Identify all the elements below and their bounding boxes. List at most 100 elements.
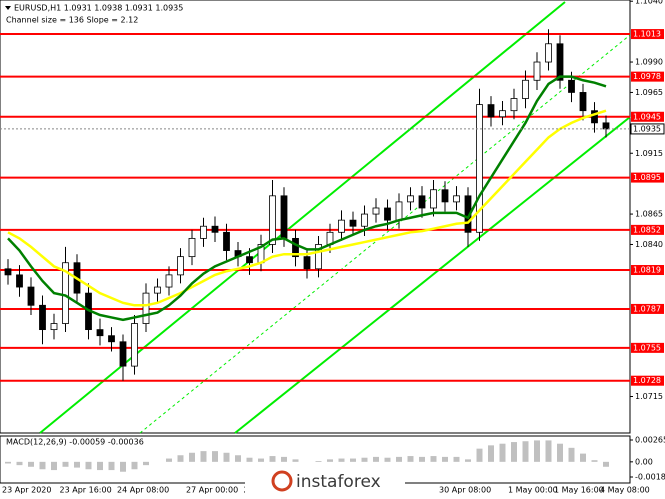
macd-bar	[51, 461, 57, 471]
macd-tick-label: -0.00184	[635, 473, 665, 482]
level-label-box	[631, 303, 664, 314]
level-label-box	[631, 342, 664, 353]
macd-bar	[580, 453, 586, 462]
candle-body	[361, 213, 368, 227]
logo: instaforex	[296, 472, 381, 492]
macd-bar	[407, 456, 414, 462]
x-tick-label: 30 Apr 08:00	[439, 486, 491, 495]
candle-body	[177, 256, 184, 276]
macd-bar	[430, 456, 437, 462]
macd-tick-label: 0.00	[635, 457, 653, 466]
macd-bar	[292, 459, 299, 462]
candle-body	[372, 207, 380, 215]
macd-bar	[338, 458, 345, 462]
chart-subtitle: Channel size = 136 Slope = 2.12	[6, 16, 138, 25]
macd-bar	[522, 441, 529, 462]
macd-bar	[361, 457, 368, 462]
macd-bar	[465, 459, 471, 462]
candle-body	[303, 256, 311, 270]
candle-body	[292, 237, 299, 258]
candle-body	[165, 274, 173, 288]
candle-body	[39, 304, 46, 331]
macd-bar	[166, 458, 172, 462]
level-label: 1.1013	[633, 30, 661, 39]
macd-bar	[281, 456, 287, 462]
candle-body	[269, 195, 276, 245]
macd-bar	[85, 461, 92, 470]
candle-body	[108, 335, 115, 343]
candle-body	[338, 219, 345, 233]
level-label-box	[631, 111, 664, 122]
macd-bar	[108, 461, 115, 471]
macd-bar	[246, 457, 253, 462]
macd-bar	[350, 458, 356, 462]
candle-body	[315, 244, 322, 270]
candle-body	[62, 262, 69, 324]
last-price-box	[630, 123, 665, 135]
candle-body	[579, 92, 587, 112]
candle-body	[154, 286, 161, 294]
macd-bar	[235, 455, 241, 462]
candle-body	[395, 201, 403, 221]
level-label-box	[631, 29, 664, 40]
macd-bar	[315, 461, 322, 462]
macd-bar	[131, 461, 138, 470]
level-label: 1.0852	[633, 225, 661, 234]
menu-triangle	[5, 6, 11, 10]
candle-body	[487, 104, 495, 118]
candle-body	[142, 292, 150, 324]
x-tick-label: 4 May 08:00	[600, 486, 650, 495]
macd-tick-label: 0.00265	[635, 436, 665, 445]
candle-body	[27, 286, 35, 306]
candle-body	[50, 323, 58, 331]
level-label: 1.0819	[633, 266, 661, 275]
candle-body	[4, 268, 12, 276]
candle-body	[499, 110, 506, 118]
macd-bar	[557, 443, 563, 462]
level-label: 1.0728	[633, 376, 661, 385]
chart-title: EURUSD,H1 1.0931 1.0938 1.0931 1.0935	[14, 4, 183, 13]
candle-body	[246, 256, 253, 264]
x-tick-label: 1 May 00:00	[508, 486, 558, 495]
candle-body	[430, 189, 437, 209]
level-label-box	[631, 172, 664, 183]
macd-bar	[200, 451, 207, 462]
candle-body	[16, 274, 23, 288]
macd-bar	[269, 456, 276, 462]
macd-bar	[534, 440, 540, 462]
macd-bar	[97, 461, 103, 471]
y-tick-label: 1.0840	[635, 240, 663, 249]
candle-body	[384, 207, 391, 221]
x-tick-label: 27 Apr 00:00	[186, 486, 238, 495]
level-label: 1.0895	[633, 173, 661, 182]
macd-bar	[39, 461, 46, 470]
macd-bar	[28, 461, 34, 467]
macd-bar	[223, 452, 230, 462]
candle-body	[96, 329, 104, 337]
level-label-box	[631, 224, 664, 235]
candle-body	[533, 61, 541, 81]
last-price-label: 1.0935	[633, 124, 661, 133]
macd-bar	[499, 443, 506, 462]
macd-bar	[373, 456, 379, 462]
macd-bar	[603, 461, 609, 467]
candle-body	[407, 195, 414, 203]
candle-body	[188, 237, 196, 258]
macd-bar	[545, 440, 552, 462]
macd-bar	[62, 461, 69, 467]
candle-body	[211, 225, 219, 233]
moving-average	[7, 75, 607, 322]
candle-body	[131, 323, 138, 367]
x-tick-label: 24 Apr 08:00	[117, 486, 169, 495]
candle-body	[280, 195, 288, 239]
y-tick-label: 1.0915	[635, 149, 663, 158]
candle-body	[200, 225, 207, 239]
macd-bar	[177, 455, 184, 462]
y-tick-label: 1.0965	[635, 88, 663, 97]
macd-bar	[327, 459, 333, 462]
candle-body	[602, 122, 610, 130]
candle-body	[418, 195, 426, 209]
candle-body	[510, 98, 518, 112]
macd-bar	[568, 447, 575, 462]
